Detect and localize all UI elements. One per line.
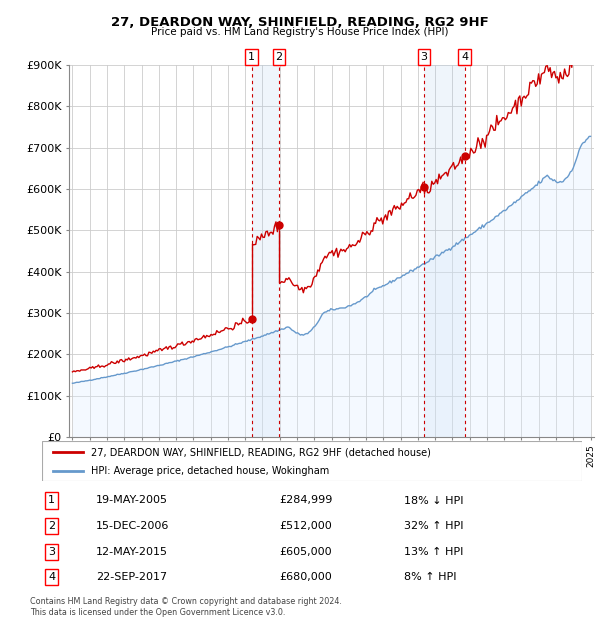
Text: 2: 2 <box>275 52 283 62</box>
Text: £512,000: £512,000 <box>280 521 332 531</box>
Bar <box>424 65 465 437</box>
Text: 3: 3 <box>48 547 55 557</box>
Text: Contains HM Land Registry data © Crown copyright and database right 2024.
This d: Contains HM Land Registry data © Crown c… <box>30 598 342 617</box>
Text: HPI: Average price, detached house, Wokingham: HPI: Average price, detached house, Woki… <box>91 466 329 476</box>
Text: 27, DEARDON WAY, SHINFIELD, READING, RG2 9HF: 27, DEARDON WAY, SHINFIELD, READING, RG2… <box>111 16 489 29</box>
Text: 1: 1 <box>48 495 55 505</box>
Text: 13% ↑ HPI: 13% ↑ HPI <box>404 547 463 557</box>
Text: 1: 1 <box>248 52 255 62</box>
Text: 12-MAY-2015: 12-MAY-2015 <box>96 547 168 557</box>
Text: 27, DEARDON WAY, SHINFIELD, READING, RG2 9HF (detached house): 27, DEARDON WAY, SHINFIELD, READING, RG2… <box>91 448 430 458</box>
Text: £680,000: £680,000 <box>280 572 332 582</box>
Text: £605,000: £605,000 <box>280 547 332 557</box>
Text: 19-MAY-2005: 19-MAY-2005 <box>96 495 168 505</box>
Text: 4: 4 <box>461 52 469 62</box>
Text: 18% ↓ HPI: 18% ↓ HPI <box>404 495 463 505</box>
Text: 32% ↑ HPI: 32% ↑ HPI <box>404 521 463 531</box>
Text: 3: 3 <box>421 52 428 62</box>
Text: 15-DEC-2006: 15-DEC-2006 <box>96 521 169 531</box>
Text: 8% ↑ HPI: 8% ↑ HPI <box>404 572 457 582</box>
Text: Price paid vs. HM Land Registry's House Price Index (HPI): Price paid vs. HM Land Registry's House … <box>151 27 449 37</box>
Text: 2: 2 <box>48 521 55 531</box>
Text: £284,999: £284,999 <box>280 495 333 505</box>
Bar <box>251 65 279 437</box>
Text: 4: 4 <box>48 572 55 582</box>
Text: 22-SEP-2017: 22-SEP-2017 <box>96 572 167 582</box>
